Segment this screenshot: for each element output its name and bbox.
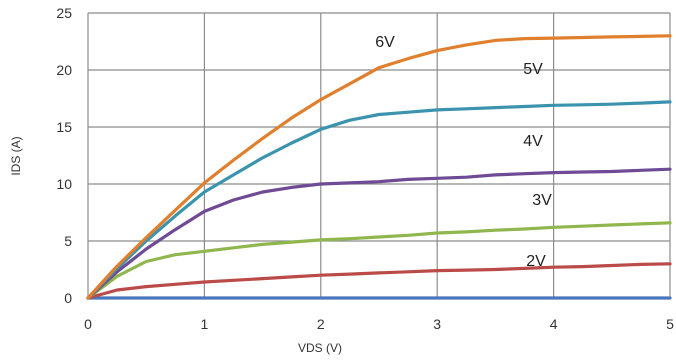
series-line-4v <box>86 167 672 300</box>
x-tick-label: 1 <box>201 316 209 332</box>
y-axis-label: IDS (A) <box>9 136 23 175</box>
x-tick-label: 0 <box>84 316 92 332</box>
y-tick-label: 0 <box>64 290 72 306</box>
series-line-6v <box>86 34 672 300</box>
series-line-5v <box>86 100 672 300</box>
y-tick-label: 15 <box>56 119 72 135</box>
x-axis-label: VDS (V) <box>298 341 342 355</box>
y-tick-label: 5 <box>64 233 72 249</box>
axes: 0 5 10 15 20 25 0 1 2 3 4 5 <box>56 5 674 332</box>
series-label-2v: 2V <box>526 253 546 270</box>
x-tick-label: 5 <box>666 316 674 332</box>
series-labels: 2V 3V 4V 5V 6V <box>375 34 552 270</box>
y-tick-label: 10 <box>56 176 72 192</box>
y-tick-label: 25 <box>56 5 72 21</box>
grid <box>88 12 671 298</box>
series-label-3v: 3V <box>532 192 552 209</box>
series-label-5v: 5V <box>523 61 543 78</box>
x-tick-label: 2 <box>317 316 325 332</box>
series-lines <box>86 34 672 300</box>
y-tick-label: 20 <box>56 62 72 78</box>
x-tick-label: 4 <box>550 316 558 332</box>
series-label-6v: 6V <box>375 34 395 51</box>
series-label-4v: 4V <box>523 133 543 150</box>
series-line-3v <box>86 221 672 300</box>
series-line-2v <box>86 262 672 300</box>
x-tick-label: 3 <box>433 316 441 332</box>
